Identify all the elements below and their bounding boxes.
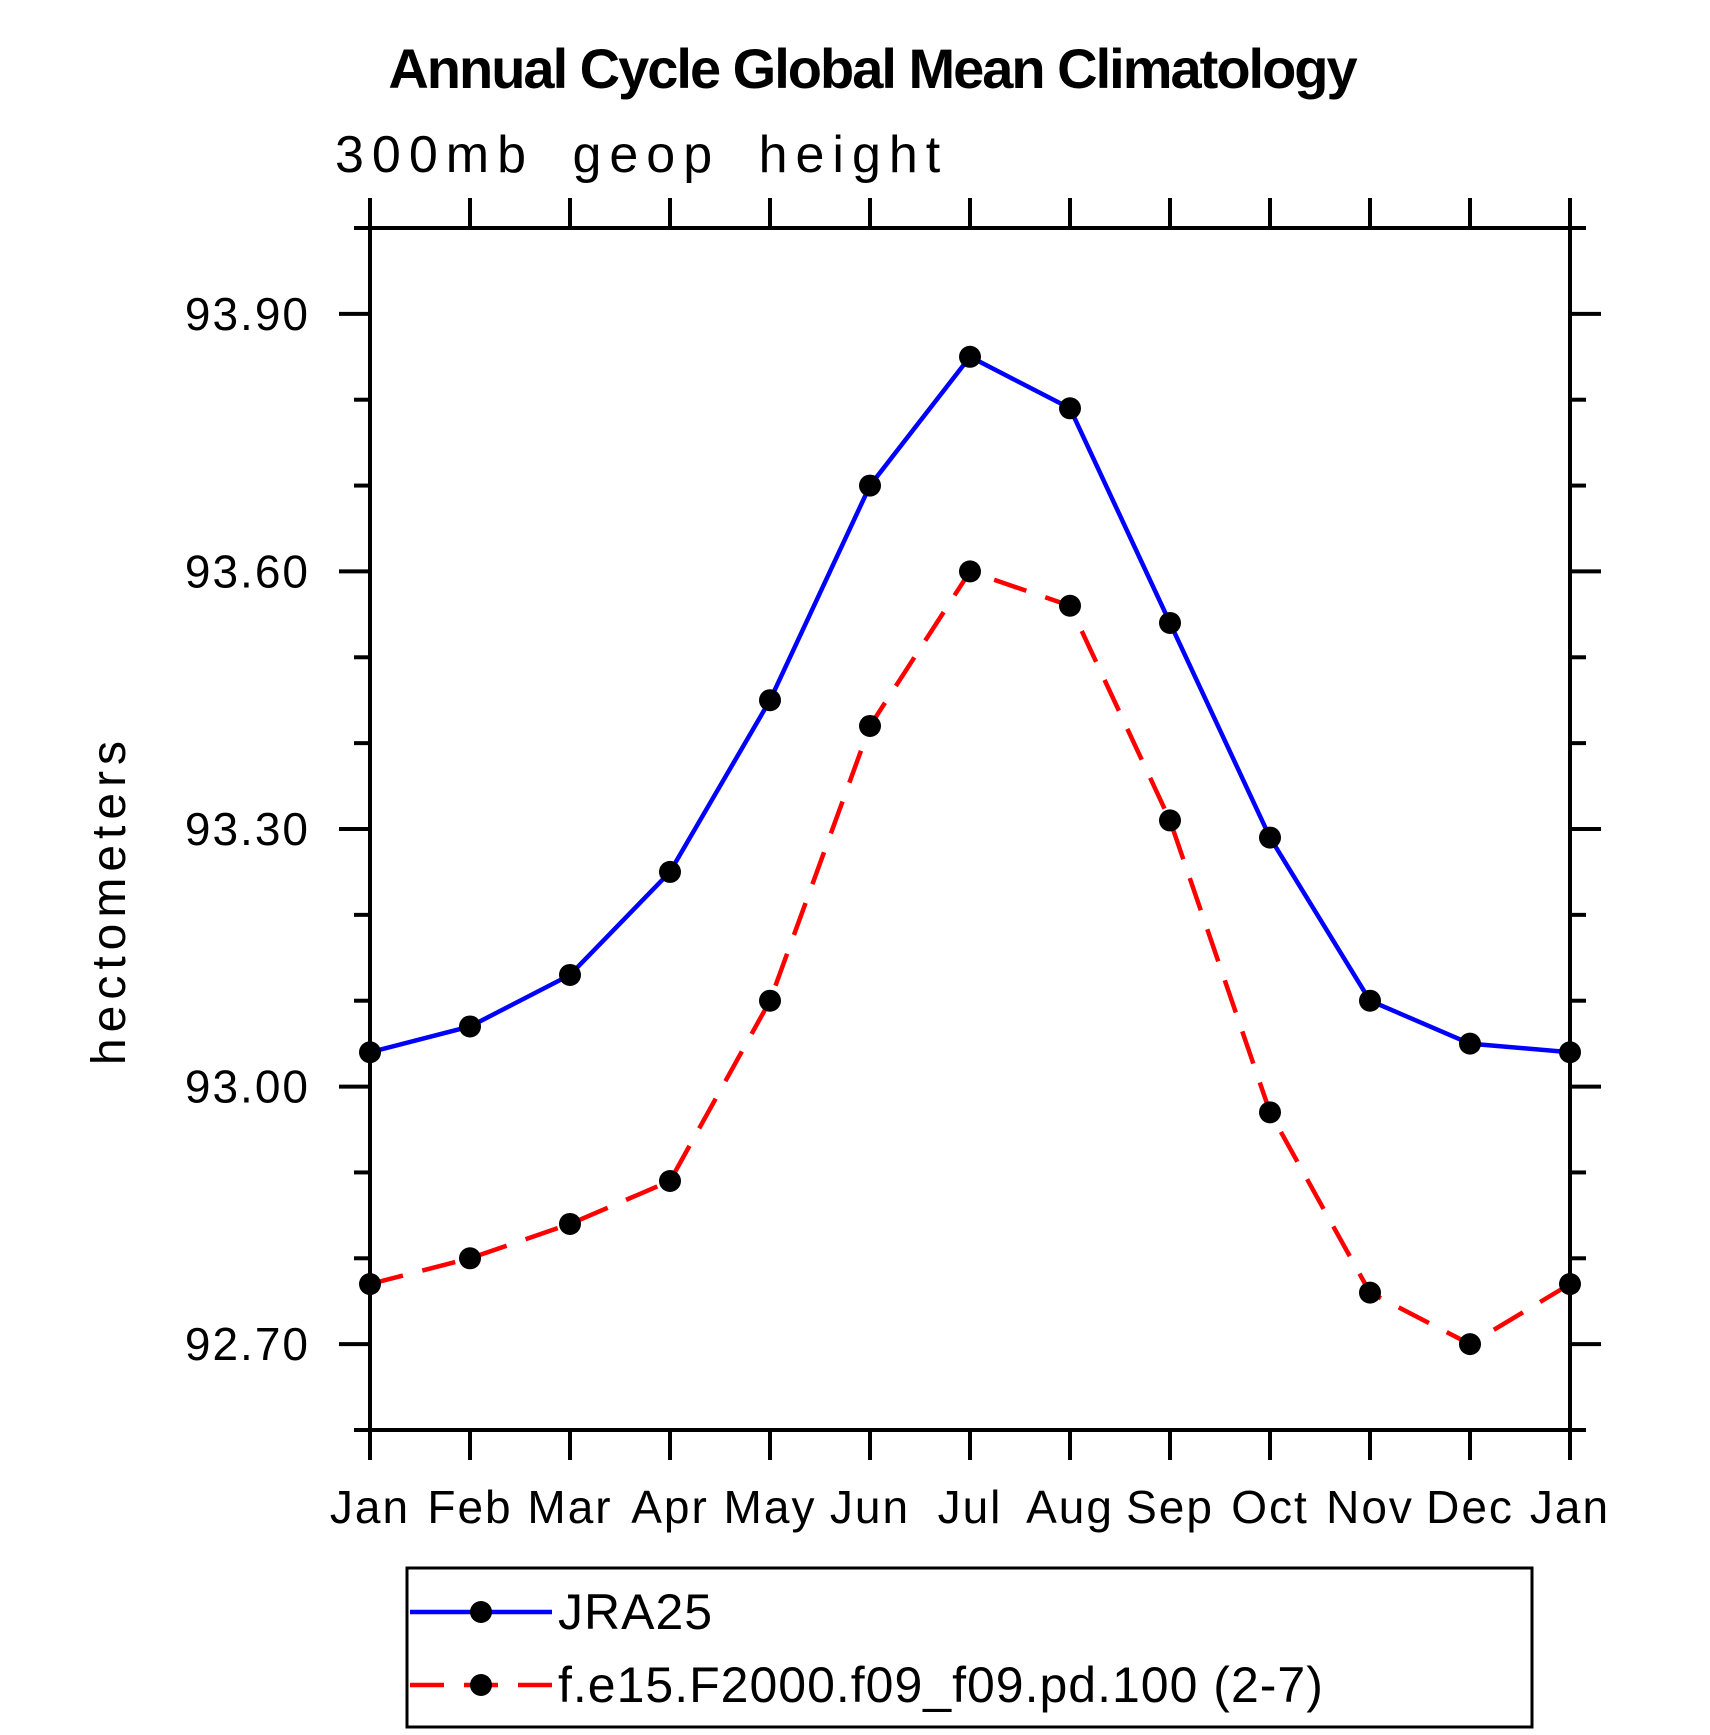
- y-tick-label: 93.90: [185, 288, 310, 340]
- data-point: [559, 1212, 581, 1235]
- series-jra25: [369, 353, 1571, 1055]
- data-point: [1359, 989, 1381, 1012]
- legend-label-jra25: JRA25: [558, 1584, 713, 1640]
- data-point: [1059, 397, 1081, 420]
- data-point: [859, 474, 881, 497]
- y-tick-label: 93.30: [185, 803, 310, 855]
- legend-item-model: f.e15.F2000.f09_f09.pd.100 (2-7): [410, 1657, 1324, 1713]
- x-tick-label: Dec: [1426, 1481, 1514, 1533]
- data-point: [759, 989, 781, 1012]
- x-tick-label: Jan: [1530, 1481, 1610, 1533]
- y-axis-label: hectometers: [83, 735, 136, 1065]
- data-point: [959, 345, 981, 368]
- x-tick-label: Mar: [527, 1481, 612, 1533]
- x-tick-label: Jul: [938, 1481, 1003, 1533]
- data-point: [1159, 809, 1181, 832]
- x-tick-label: Nov: [1326, 1481, 1414, 1533]
- data-point: [1459, 1333, 1481, 1356]
- plot-border: [368, 226, 1572, 1432]
- axis-ticks: [339, 198, 1601, 1460]
- data-point: [859, 714, 881, 737]
- chart-title: Annual Cycle Global Mean Climatology: [388, 37, 1357, 100]
- y-tick-label: 93.00: [185, 1061, 310, 1113]
- data-point: [1059, 594, 1081, 617]
- legend: JRA25 f.e15.F2000.f09_f09.pd.100 (2-7): [405, 1566, 1534, 1729]
- legend-marker-icon: [470, 1674, 492, 1696]
- data-point: [359, 1273, 381, 1296]
- x-tick-label: Apr: [631, 1481, 709, 1533]
- data-point: [659, 860, 681, 883]
- series-model: [369, 568, 1572, 1347]
- data-point: [959, 560, 981, 583]
- data-point: [1559, 1041, 1581, 1064]
- legend-box: [405, 1566, 1534, 1729]
- data-point: [1159, 611, 1181, 634]
- x-tick-label: May: [724, 1481, 817, 1533]
- y-tick-label: 92.70: [185, 1318, 310, 1370]
- x-tick-label: Oct: [1231, 1481, 1309, 1533]
- y-tick-label: 93.60: [185, 545, 310, 597]
- chart-subtitle: 300mb geop height: [335, 126, 948, 184]
- plot-frame: [368, 226, 1572, 1432]
- data-point: [459, 1247, 481, 1270]
- x-tick-label: Feb: [427, 1481, 512, 1533]
- x-tick-label: Jan: [330, 1481, 410, 1533]
- data-point: [659, 1170, 681, 1193]
- data-point: [459, 1015, 481, 1038]
- x-tick-label: Aug: [1026, 1481, 1114, 1533]
- data-point: [1259, 826, 1281, 849]
- data-point: [1559, 1273, 1581, 1296]
- x-tick-labels: Jan Feb Mar Apr May Jun Jul Aug Sep Oct Nov Dec Jan: [330, 1481, 1610, 1533]
- series-lines: [359, 345, 1581, 1356]
- data-point: [1459, 1032, 1481, 1055]
- data-point: [1259, 1101, 1281, 1124]
- data-point: [359, 1041, 381, 1064]
- data-point: [1359, 1281, 1381, 1304]
- data-point: [759, 689, 781, 712]
- legend-item-jra25: JRA25: [410, 1584, 713, 1640]
- x-tick-label: Jun: [830, 1481, 910, 1533]
- y-tick-labels: 92.70 93.00 93.30 93.60 93.90: [185, 288, 310, 1370]
- data-point: [559, 963, 581, 986]
- legend-marker-icon: [470, 1601, 492, 1623]
- legend-label-model: f.e15.F2000.f09_f09.pd.100 (2-7): [558, 1657, 1324, 1713]
- x-tick-label: Sep: [1126, 1481, 1214, 1533]
